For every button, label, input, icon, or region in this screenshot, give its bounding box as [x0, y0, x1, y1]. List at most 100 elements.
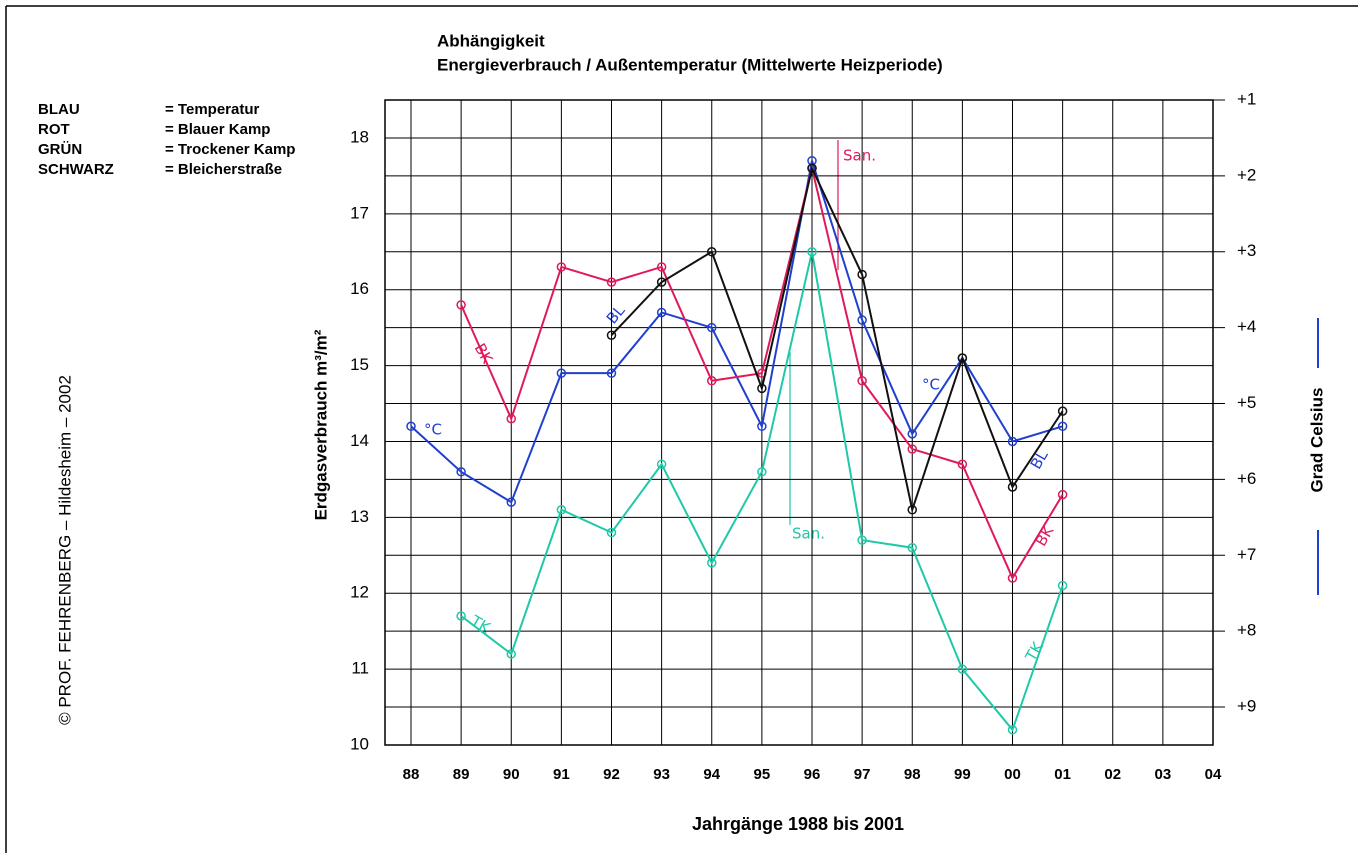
x-tick-label: 96: [804, 766, 821, 783]
y-tick-label: 16: [350, 279, 369, 298]
legend-label: = Trockener Kamp: [165, 141, 295, 158]
x-tick-label: 99: [954, 766, 971, 783]
x-tick-label: 90: [503, 766, 520, 783]
data-point: [656, 262, 667, 272]
data-point: [957, 353, 968, 363]
x-tick-label: 03: [1155, 766, 1172, 783]
data-point: [857, 376, 867, 386]
data-point: [1057, 421, 1068, 432]
x-tick-label: 91: [553, 766, 570, 783]
chart-title: Abhängigkeit: [437, 31, 545, 50]
data-point: [907, 444, 917, 454]
data-point: [456, 611, 466, 621]
data-point: [606, 368, 617, 378]
data-point: [757, 383, 767, 394]
data-point: [406, 421, 416, 432]
x-tick-label: 95: [754, 766, 771, 783]
legend-key: ROT: [38, 121, 70, 138]
x-tick-label: 02: [1104, 766, 1121, 783]
y2-tick-label: +4: [1237, 317, 1256, 336]
series-line: [610, 165, 1064, 514]
data-point: [456, 300, 466, 310]
y-tick-label: 17: [350, 203, 369, 222]
data-point: [606, 527, 617, 538]
data-point: [606, 277, 617, 287]
data-point: [556, 505, 567, 515]
series-line: [410, 160, 1063, 504]
legend-key: BLAU: [38, 101, 80, 118]
data-point: [907, 505, 917, 515]
y2-tick-label: +9: [1237, 697, 1256, 716]
x-tick-label: 92: [603, 766, 620, 783]
annotation: BL: [603, 301, 629, 327]
annotation: °C: [424, 421, 442, 439]
data-point: [1057, 489, 1068, 500]
y2-tick-label: +2: [1237, 165, 1256, 184]
series-line: [460, 168, 1064, 581]
y-tick-label: 18: [350, 127, 369, 146]
data-point: [506, 497, 516, 507]
data-point: [757, 467, 767, 477]
data-point: [1007, 573, 1018, 583]
data-point: [506, 649, 516, 659]
data-point: [757, 421, 767, 432]
y-tick-label: 11: [351, 659, 369, 678]
x-tick-label: 89: [453, 766, 470, 783]
data-point: [1007, 436, 1018, 447]
y2-axis-label: Grad Celsius: [1307, 388, 1326, 493]
data-point: [606, 330, 617, 340]
data-point: [656, 277, 667, 287]
x-tick-label: 88: [403, 766, 420, 783]
annotation: San.: [792, 525, 825, 543]
data-point: [1057, 580, 1068, 591]
data-point: [707, 376, 717, 386]
legend-label: = Bleicherstraße: [165, 161, 282, 178]
y2-tick-label: +8: [1237, 621, 1256, 640]
data-point: [556, 368, 567, 378]
data-point: [456, 467, 466, 477]
y-tick-label: 12: [350, 583, 369, 602]
data-point: [807, 163, 817, 174]
chart-subtitle: Energieverbrauch / Außentemperatur (Mitt…: [437, 55, 943, 74]
data-point: [857, 269, 867, 280]
data-point: [707, 247, 717, 257]
legend-label: = Temperatur: [165, 101, 259, 118]
legend-key: SCHWARZ: [38, 161, 114, 178]
data-point: [656, 307, 667, 318]
x-tick-label: 94: [703, 766, 720, 783]
data-point: [957, 459, 968, 469]
data-point: [707, 558, 717, 568]
data-point: [807, 247, 817, 257]
y-axis-label: Erdgasverbrauch m³/m²: [311, 329, 330, 520]
data-point: [907, 542, 917, 553]
data-point: [857, 315, 867, 325]
data-point: [907, 429, 917, 439]
x-tick-label: 00: [1004, 766, 1021, 783]
data-point: [1007, 725, 1018, 735]
x-tick-label: 93: [653, 766, 670, 783]
series-line: [460, 251, 1064, 732]
y2-tick-label: +1: [1237, 89, 1256, 108]
annotation: °C: [922, 376, 940, 394]
data-point: [707, 322, 717, 333]
x-tick-label: 01: [1054, 766, 1071, 783]
legend-label: = Blauer Kamp: [165, 121, 270, 138]
y-tick-label: 10: [350, 734, 369, 753]
y-tick-label: 15: [350, 355, 369, 374]
y-tick-label: 14: [350, 431, 369, 450]
legend-key: GRÜN: [38, 141, 82, 158]
x-tick-label: 98: [904, 766, 921, 783]
data-point: [506, 413, 516, 424]
y2-tick-label: +3: [1237, 241, 1256, 260]
annotation: San.: [843, 147, 876, 165]
y-tick-label: 13: [350, 507, 369, 526]
data-point: [857, 535, 867, 545]
y2-tick-label: +6: [1237, 469, 1256, 488]
data-point: [957, 664, 968, 674]
data-point: [1057, 406, 1068, 416]
data-point: [556, 262, 567, 272]
data-point: [1007, 482, 1018, 492]
credit: © PROF. FEHRENBERG – Hildesheim – 2002: [55, 375, 74, 725]
x-axis-label: Jahrgänge 1988 bis 2001: [692, 814, 904, 834]
